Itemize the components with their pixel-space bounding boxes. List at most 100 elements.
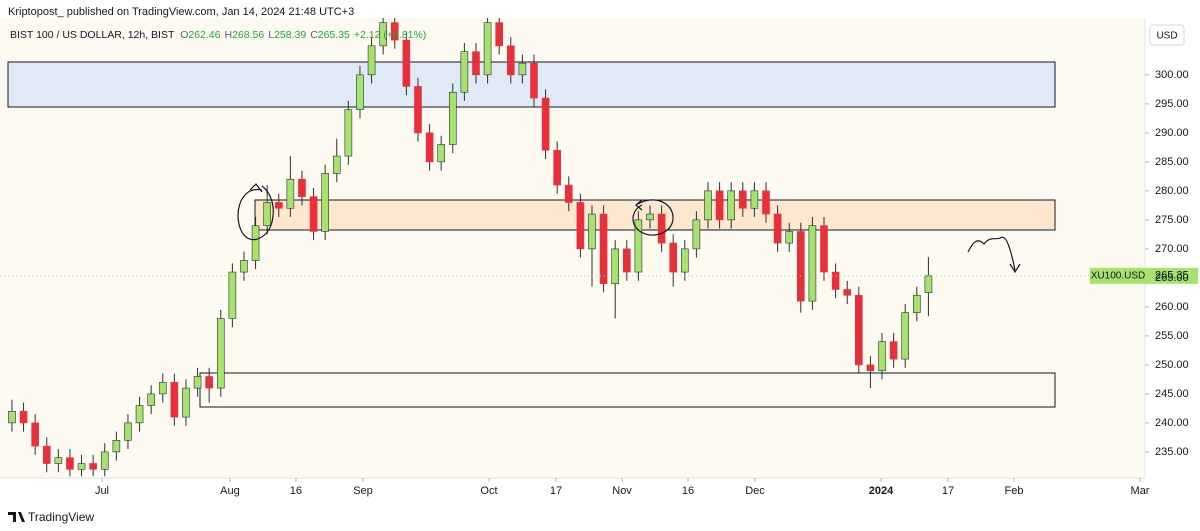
candle-body (518, 62, 527, 76)
x-tick-label: 17 (550, 485, 562, 497)
y-tick-label: 300.00 (1155, 69, 1189, 81)
ohlc-value: 262.46 (188, 29, 220, 41)
candle-body (553, 149, 561, 186)
candle-body (298, 178, 306, 197)
candle-body (344, 109, 353, 157)
ohlc-prefix: L (268, 29, 274, 41)
candle-body (622, 248, 631, 273)
currency-label[interactable]: USD (1156, 31, 1177, 42)
symbol-title: BIST 100 / US DOLLAR, 12h, BIST (10, 29, 175, 41)
candle-body (8, 410, 16, 424)
x-tick-label: Nov (612, 485, 632, 497)
candle-body (66, 457, 74, 470)
candle-body (240, 260, 248, 273)
candle-body (309, 196, 318, 232)
candle-body (286, 178, 295, 209)
candle-body (738, 190, 747, 209)
candle-body (390, 22, 399, 41)
author-line: Kriptopost_ published on TradingView.com… (8, 6, 354, 18)
candle-body (715, 190, 724, 221)
candle-body (31, 422, 39, 447)
candle-body (228, 271, 237, 319)
x-tick-label: Sep (353, 485, 373, 497)
candle-body (564, 184, 573, 203)
candle-body (460, 51, 469, 93)
ohlc-value: 258.39 (274, 29, 306, 41)
ohlc-prefix: H (225, 29, 233, 41)
candle-body (785, 231, 794, 244)
hand-arrow (249, 183, 263, 193)
candle-body (878, 341, 886, 371)
candle-body (147, 393, 155, 406)
candle-body (599, 213, 608, 284)
candles (8, 18, 933, 477)
last-price: XU100.USD 265.35 (0, 267, 1198, 284)
hand-drawings (237, 183, 1021, 274)
y-tick-label: 255.00 (1155, 330, 1189, 342)
change-label: +2.12 (+0.81%) (354, 29, 426, 41)
candle-body (170, 381, 179, 418)
candle-body (692, 219, 701, 250)
candle-body (100, 451, 109, 470)
y-tick-label: 265.00 (1155, 272, 1189, 284)
currency-button[interactable] (1149, 24, 1185, 46)
candle-body (576, 202, 585, 250)
ohlc-prefix: O (180, 29, 188, 41)
candle-body (646, 213, 654, 221)
candle-body (321, 173, 329, 232)
candle-body (379, 22, 387, 47)
y-tick-label: 280.00 (1155, 185, 1189, 197)
ohlc-prefix: C (310, 29, 318, 41)
candle-body (54, 457, 63, 464)
y-tick-label: 240.00 (1155, 417, 1189, 429)
price-tag (1146, 267, 1198, 284)
candle-body (251, 225, 260, 261)
price-tag-label: 265.35 (1155, 270, 1189, 282)
candle-body (402, 39, 411, 87)
candle-body (205, 376, 213, 389)
candle-body (414, 86, 422, 134)
ohlc-value: 268.56 (232, 29, 264, 41)
hand-arrow (1009, 263, 1021, 274)
candle-body (472, 51, 480, 76)
x-tick-label: 16 (290, 485, 302, 497)
x-tick-label: 16 (682, 485, 694, 497)
candle-body (356, 74, 364, 110)
candle-body (901, 312, 910, 360)
legend-line: BIST 100 / US DOLLAR, 12h, BIST O262.46 H2… (10, 29, 426, 41)
candle-body (669, 242, 677, 273)
candle-body (831, 271, 840, 290)
y-tick-label: 250.00 (1155, 359, 1189, 371)
candle-body (42, 445, 51, 464)
ohlc-value: 265.35 (318, 29, 350, 41)
candle-body (797, 231, 805, 302)
x-tick-label: Dec (745, 485, 765, 497)
candle-body (182, 387, 190, 418)
x-tick-label: Feb (1005, 485, 1024, 497)
candle-body (193, 376, 202, 389)
candle-body (274, 202, 283, 209)
candle-body (89, 463, 97, 470)
candle-body (889, 341, 898, 360)
candle-body (773, 213, 782, 244)
candle-body (19, 410, 28, 424)
candle-body (112, 439, 121, 453)
candle-body (425, 132, 434, 163)
symbol-name: XU100.USD (1091, 270, 1145, 281)
candle-body (924, 275, 933, 293)
candle-body (657, 213, 666, 244)
brand: TradingView (8, 510, 94, 524)
candle-body (216, 318, 225, 389)
candle-body (483, 22, 492, 76)
candle-body (437, 144, 445, 163)
y-tick-label: 285.00 (1155, 156, 1189, 168)
symbol-tag (1090, 267, 1146, 284)
candle-body (158, 381, 167, 395)
hand-arrow (635, 199, 643, 211)
grid (101, 74, 1149, 482)
hand-circle (237, 185, 274, 241)
candle-body (495, 22, 503, 47)
brand-logo (8, 512, 25, 522)
candle-body (727, 190, 735, 221)
